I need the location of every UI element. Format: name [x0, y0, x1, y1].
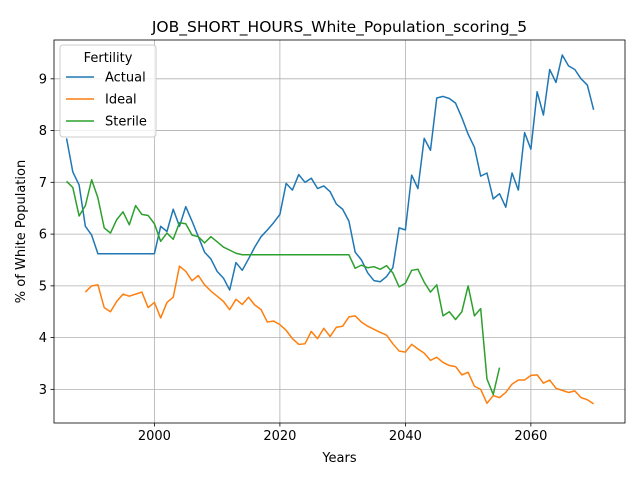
legend-items: Actual Ideal Sterile	[66, 71, 147, 130]
y-axis-label: % of White Population	[14, 160, 29, 303]
legend-title: Fertility	[84, 51, 133, 66]
y-tick-label: 4	[39, 331, 47, 346]
series-line-ideal	[84, 265, 595, 405]
x-tick-label: 2020	[263, 429, 296, 444]
x-tick-label: 2060	[514, 429, 547, 444]
y-tick-label: 5	[39, 279, 47, 294]
x-tick-label: 2000	[138, 429, 171, 444]
x-axis-label: Years	[321, 451, 357, 466]
chart-title: JOB_SHORT_HOURS_White_Population_scoring…	[151, 18, 527, 37]
legend-label-ideal: Ideal	[105, 93, 137, 108]
series-line-sterile	[66, 178, 501, 396]
legend-label-actual: Actual	[105, 71, 146, 86]
y-tick-label: 3	[39, 383, 47, 398]
y-tick-label: 8	[39, 124, 47, 139]
series-line-actual	[65, 54, 595, 291]
plot-frame	[53, 39, 626, 424]
legend-label-sterile: Sterile	[105, 115, 147, 130]
y-tick-label: 7	[39, 176, 47, 191]
x-tick-label: 2040	[389, 429, 422, 444]
y-tick-label: 9	[39, 72, 47, 87]
legend-box	[59, 44, 157, 138]
legend: Fertility Actual Ideal Sterile	[59, 44, 157, 138]
y-tick-label: 6	[39, 228, 47, 243]
series-layer	[65, 54, 595, 405]
ticks: 2000 2020 2040 2060 3 4 5 6 7 8 9	[39, 72, 548, 444]
